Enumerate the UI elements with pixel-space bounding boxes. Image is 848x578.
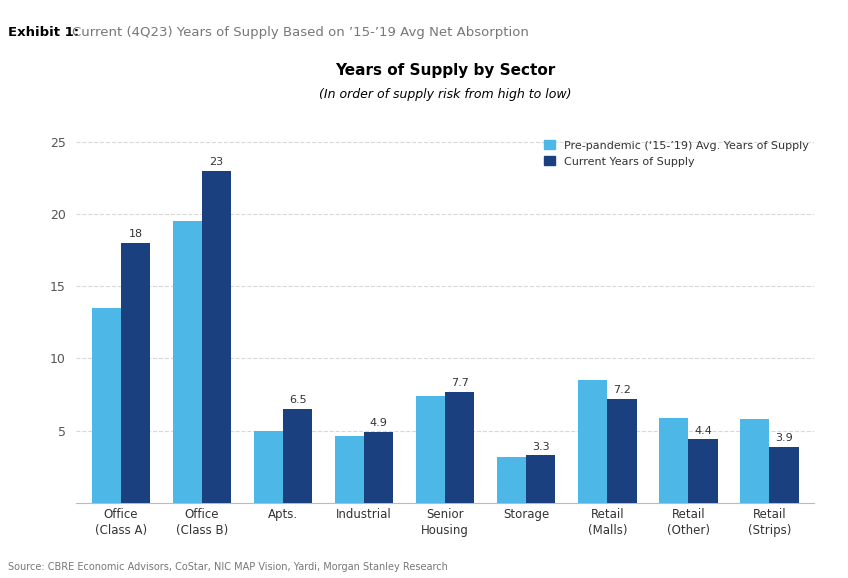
Bar xyxy=(607,399,637,503)
Bar xyxy=(740,419,769,503)
Legend: Pre-pandemic (‘15-’19) Avg. Years of Supply, Current Years of Supply: Pre-pandemic (‘15-’19) Avg. Years of Sup… xyxy=(544,140,808,166)
Bar xyxy=(445,392,474,503)
Text: 18: 18 xyxy=(128,229,142,239)
Bar xyxy=(497,457,527,503)
Bar xyxy=(527,455,555,503)
Text: Current (4Q23) Years of Supply Based on ’15-’19 Avg Net Absorption: Current (4Q23) Years of Supply Based on … xyxy=(72,26,529,39)
Text: 3.9: 3.9 xyxy=(775,433,793,443)
Text: Years of Supply by Sector: Years of Supply by Sector xyxy=(335,64,555,78)
Text: Exhibit 1:: Exhibit 1: xyxy=(8,26,80,39)
Bar xyxy=(769,446,799,503)
Bar xyxy=(202,171,232,503)
Bar xyxy=(121,243,150,503)
Text: (In order of supply risk from high to low): (In order of supply risk from high to lo… xyxy=(319,88,572,101)
Text: 23: 23 xyxy=(209,157,224,167)
Bar xyxy=(283,409,312,503)
Text: 3.3: 3.3 xyxy=(532,442,550,451)
Bar xyxy=(335,436,364,503)
Bar xyxy=(254,431,283,503)
Text: 4.9: 4.9 xyxy=(370,418,388,428)
Bar xyxy=(578,380,607,503)
Text: 6.5: 6.5 xyxy=(289,395,306,405)
Text: Source: CBRE Economic Advisors, CoStar, NIC MAP Vision, Yardi, Morgan Stanley Re: Source: CBRE Economic Advisors, CoStar, … xyxy=(8,562,449,572)
Text: 7.2: 7.2 xyxy=(613,385,631,395)
Text: 7.7: 7.7 xyxy=(451,378,469,388)
Text: 4.4: 4.4 xyxy=(694,425,712,436)
Bar xyxy=(364,432,393,503)
Bar xyxy=(173,221,202,503)
Bar xyxy=(659,417,689,503)
Bar xyxy=(416,396,445,503)
Bar xyxy=(92,307,121,503)
Bar xyxy=(689,439,717,503)
